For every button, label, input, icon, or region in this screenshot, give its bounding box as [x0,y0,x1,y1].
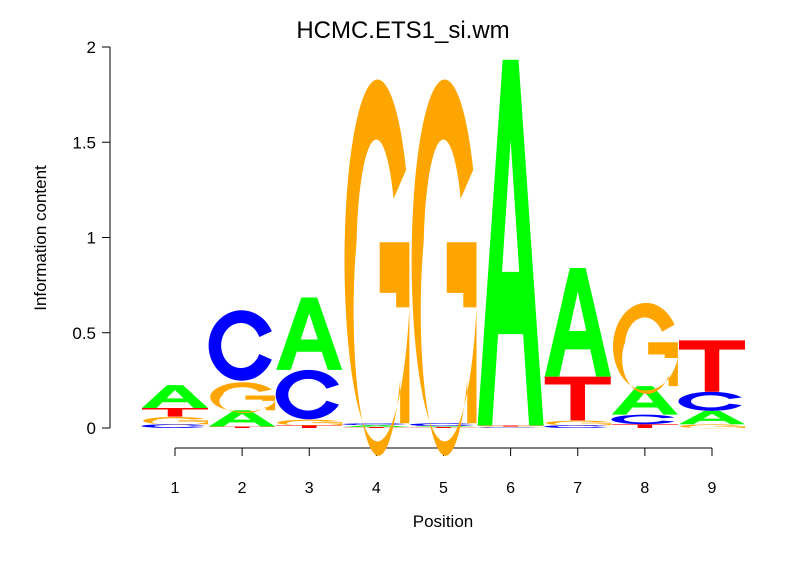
logo-stack-4 [342,79,410,456]
logo-letter-C [342,423,407,426]
x-tick-label: 3 [305,480,314,497]
logo-letter-G [344,79,410,456]
x-tick-label: 4 [372,480,381,497]
logo-stack-2 [208,310,276,428]
x-tick-label: 9 [708,480,717,497]
logo-stack-7 [544,267,611,428]
logo-letter-T [276,425,343,428]
y-tick-label: 0.5 [72,324,96,343]
logo-letter-G [143,416,208,425]
logo-letter-C [477,427,541,428]
logo-letter-T [679,340,745,392]
logo-letter-C [275,369,339,420]
y-tick-label: 2 [87,38,96,57]
logo-stack-5 [409,79,477,456]
logo-stack-3 [275,297,343,428]
chart-title: HCMC.ETS1_si.wm [296,17,509,44]
logo-letter-T [209,426,276,428]
x-axis-label: Position [413,512,473,531]
logo-letter-C [141,424,205,428]
logo-stacks [141,59,745,456]
logo-letter-C [678,391,742,411]
logo-letter-T [477,425,544,427]
y-tick-label: 0 [87,419,96,438]
logo-letter-A [410,426,477,428]
logo-stack-9 [678,340,745,429]
logo-letter-C [409,423,474,427]
x-tick-label: 7 [573,480,582,497]
logo-letter-G [680,424,745,429]
logo-letter-T [410,427,477,428]
logo-letter-A [611,386,678,415]
y-axis: 0 0.5 1 1.5 2 [72,38,111,438]
x-tick-label: 8 [640,480,649,497]
logo-letter-C [544,425,608,428]
logo-letter-A [209,410,276,427]
logo-stack-6 [477,59,544,428]
logo-letter-G [411,79,477,456]
logo-letter-A [544,267,611,377]
x-tick-label: 2 [238,480,247,497]
logo-letter-G [545,420,611,426]
logo-letter-A [477,59,544,426]
x-tick-label: 5 [439,480,448,497]
logo-letter-T [343,427,410,428]
logo-letter-G [277,419,343,426]
logo-letter-T [544,376,611,421]
logo-letter-G [478,426,544,428]
logo-letter-A [679,410,745,425]
logo-letter-A [142,385,208,408]
logo-letter-A [276,297,343,370]
y-tick-label: 1 [87,229,96,248]
logo-letter-A [343,425,410,428]
logo-letter-G [613,302,678,394]
logo-letter-C [611,414,675,425]
logo-letter-G [210,382,276,413]
y-axis-label: Information content [31,165,50,311]
logo-letter-C [208,310,272,381]
logo-letter-T [142,407,208,417]
logo-stack-1 [141,385,208,428]
logo-letter-T [611,424,678,428]
x-tick-label: 1 [171,480,180,497]
y-tick-label: 1.5 [72,133,96,152]
logo-stack-8 [611,302,678,428]
x-tick-label: 6 [506,480,515,497]
